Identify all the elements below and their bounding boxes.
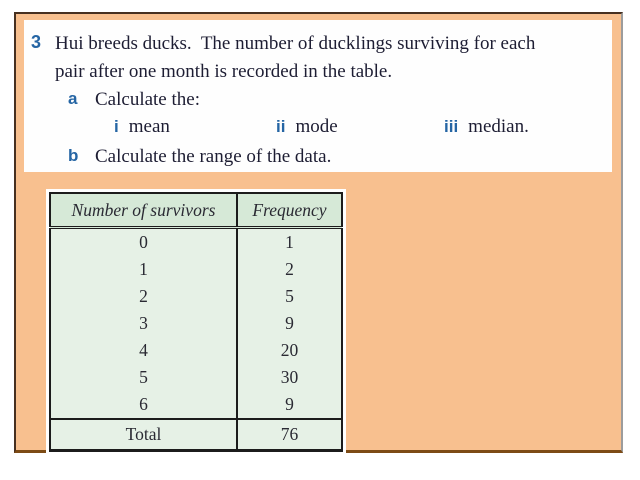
table-row: 5 30 bbox=[50, 364, 342, 391]
frequency-cell: 9 bbox=[236, 391, 342, 419]
part-a-label: a bbox=[68, 89, 78, 108]
header-number-of-survivors: Number of survivors bbox=[50, 193, 237, 229]
total-label: Total bbox=[50, 418, 237, 451]
subpart-iii-text: median. bbox=[468, 116, 529, 137]
subpart-ii: ii mode bbox=[276, 116, 338, 138]
subpart-i-text: mean bbox=[128, 116, 170, 137]
statement-line-2: pair after one month is recorded in the … bbox=[55, 61, 393, 82]
part-b-text: Calculate the range of the data. bbox=[95, 146, 332, 167]
subpart-iii-label: iii bbox=[444, 117, 459, 136]
question-box: 3 Hui breeds ducks. The number of duckli… bbox=[24, 20, 612, 172]
survivors-cell: 5 bbox=[50, 364, 237, 391]
table-total-row: Total 76 bbox=[50, 418, 342, 451]
table-row: 6 9 bbox=[50, 391, 342, 419]
header-frequency: Frequency bbox=[236, 193, 342, 229]
subpart-i: i mean bbox=[114, 116, 170, 138]
table-row: 3 9 bbox=[50, 310, 342, 337]
question-number: 3 bbox=[31, 32, 42, 52]
table-header-row: Number of survivors Frequency bbox=[50, 193, 342, 229]
subpart-i-label: i bbox=[114, 117, 119, 136]
subpart-ii-label: ii bbox=[276, 117, 286, 136]
question-statement: Hui breeds ducks. The number of duckling… bbox=[55, 30, 535, 86]
part-a-text: Calculate the: bbox=[95, 89, 200, 110]
statement-line-1: Hui breeds ducks. The number of duckling… bbox=[55, 33, 536, 54]
survivors-cell: 2 bbox=[50, 283, 237, 310]
part-b-label: b bbox=[68, 146, 79, 165]
frequency-cell: 5 bbox=[236, 283, 342, 310]
table-row: 0 1 bbox=[50, 227, 342, 256]
subpart-ii-text: mode bbox=[295, 116, 338, 137]
survivors-cell: 4 bbox=[50, 337, 237, 364]
exercise-panel: 3 Hui breeds ducks. The number of duckli… bbox=[14, 12, 623, 455]
table-row: 4 20 bbox=[50, 337, 342, 364]
survivors-cell: 6 bbox=[50, 391, 237, 419]
total-value: 76 bbox=[236, 418, 342, 451]
frequency-cell: 20 bbox=[236, 337, 342, 364]
frequency-cell: 30 bbox=[236, 364, 342, 391]
survivors-cell: 1 bbox=[50, 256, 237, 283]
survivors-cell: 0 bbox=[50, 227, 237, 256]
frequency-table: Number of survivors Frequency 0 1 1 2 2 bbox=[49, 192, 343, 452]
frequency-cell: 9 bbox=[236, 310, 342, 337]
table-row: 2 5 bbox=[50, 283, 342, 310]
table-row: 1 2 bbox=[50, 256, 342, 283]
subpart-iii: iii median. bbox=[444, 116, 529, 138]
frequency-cell: 1 bbox=[236, 227, 342, 256]
frequency-cell: 2 bbox=[236, 256, 342, 283]
frequency-table-frame: Number of survivors Frequency 0 1 1 2 2 bbox=[46, 189, 346, 455]
survivors-cell: 3 bbox=[50, 310, 237, 337]
subparts-row: i mean ii mode iii median. bbox=[24, 116, 612, 140]
